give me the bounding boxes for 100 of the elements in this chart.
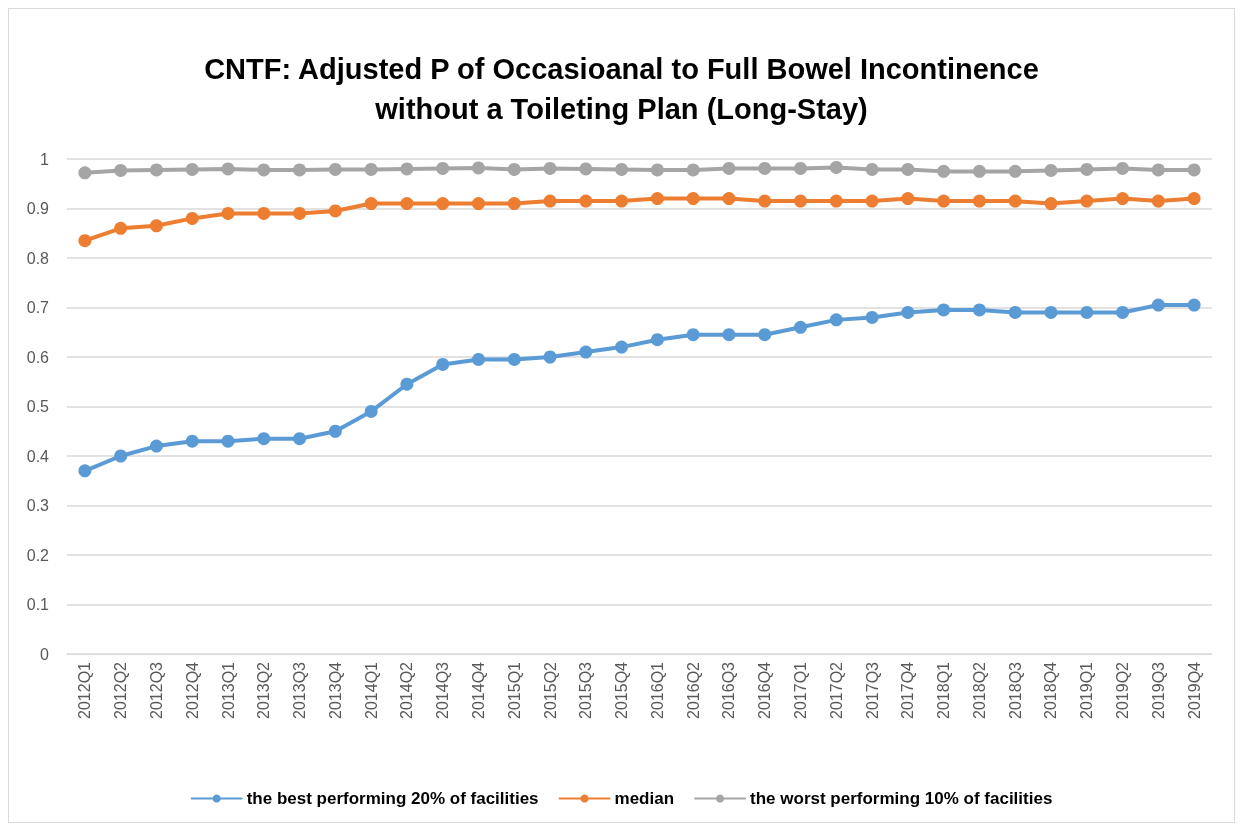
point	[364, 197, 378, 211]
x-tick-label: 2015Q1	[505, 661, 523, 719]
x-tick-label: 2016Q4	[756, 661, 774, 719]
point	[758, 161, 772, 175]
x-tick-label: 2012Q2	[112, 661, 130, 719]
point	[1008, 194, 1022, 208]
y-tick-label: 0.2	[26, 546, 50, 564]
x-tick-label: 2015Q2	[541, 661, 559, 719]
point	[436, 357, 450, 371]
x-tick-label: 2018Q3	[1006, 661, 1024, 719]
x-tick-label: 2016Q3	[720, 661, 738, 719]
y-tick-label: 0.6	[26, 348, 50, 366]
point	[436, 161, 450, 175]
x-tick-label: 2012Q3	[147, 661, 165, 719]
point	[901, 162, 915, 176]
x-tick-label: 2018Q2	[970, 661, 988, 719]
x-tick-label: 2012Q4	[183, 661, 201, 719]
point	[293, 206, 307, 220]
x-tick-label: 2016Q2	[684, 661, 702, 719]
point	[1187, 192, 1201, 206]
point	[1044, 305, 1058, 319]
point	[1080, 162, 1094, 176]
point	[472, 352, 485, 366]
point	[758, 328, 772, 342]
point	[1008, 305, 1022, 319]
point	[686, 328, 700, 342]
x-tick-label: 2017Q3	[863, 661, 881, 719]
x-tick-label: 2017Q4	[899, 661, 917, 719]
point	[650, 333, 664, 347]
point	[972, 303, 986, 317]
x-tick-label: 2016Q1	[648, 661, 666, 719]
chart-title: CNTF: Adjusted P of Occasioanal to Full Bowel Incontinence without a Toileting Plan (Long-Stay)	[204, 53, 1039, 125]
x-tick-label: 2013Q3	[291, 661, 309, 719]
point	[328, 162, 342, 176]
x-tick-label: 2013Q1	[219, 661, 237, 719]
point	[507, 197, 521, 211]
point	[293, 163, 307, 177]
x-tick-label: 2014Q1	[362, 661, 380, 719]
point	[400, 162, 414, 176]
point	[1044, 163, 1058, 177]
x-tick-label: 2019Q2	[1114, 661, 1132, 719]
point	[293, 432, 307, 446]
x-tick-label: 2019Q4	[1185, 661, 1203, 719]
point	[615, 194, 629, 208]
point	[650, 192, 664, 206]
y-tick-label: 0.5	[26, 398, 50, 415]
point	[221, 434, 235, 448]
point	[937, 303, 951, 317]
point	[436, 197, 450, 211]
x-tick-label: 2012Q1	[76, 661, 94, 719]
point	[686, 163, 700, 177]
point	[1008, 164, 1022, 178]
point	[185, 211, 199, 225]
legend-label: median	[614, 789, 675, 808]
point	[78, 234, 92, 248]
point	[937, 164, 951, 178]
point	[615, 340, 629, 354]
x-tick-label: 2013Q2	[255, 661, 273, 719]
point	[829, 313, 843, 327]
point	[257, 432, 271, 446]
y-tick-label: 0.3	[26, 497, 50, 514]
point	[78, 166, 92, 180]
y-tick-label: 0.7	[26, 299, 50, 316]
point	[1080, 305, 1094, 319]
y-tick-label: 0	[40, 645, 50, 663]
point	[257, 163, 271, 177]
point	[794, 320, 808, 334]
legend-label: the best performing 20% of facilities	[246, 789, 539, 808]
x-tick-label: 2017Q1	[792, 661, 810, 719]
point	[364, 404, 378, 418]
point	[686, 192, 700, 206]
point	[400, 197, 414, 211]
point	[507, 162, 521, 176]
point	[328, 204, 342, 218]
x-tick-label: 2014Q4	[469, 661, 487, 719]
x-tick-label: 2014Q2	[398, 661, 416, 719]
point	[865, 194, 879, 208]
point	[221, 206, 235, 220]
point	[579, 345, 593, 359]
x-tick-label: 2017Q2	[827, 661, 845, 719]
point	[579, 162, 593, 176]
point	[972, 194, 986, 208]
y-tick-label: 0.8	[26, 249, 50, 267]
point	[1151, 194, 1165, 208]
point	[1151, 163, 1165, 177]
y-tick-label: 0.9	[26, 200, 50, 217]
point	[1080, 194, 1094, 208]
point	[901, 305, 915, 319]
point	[507, 352, 521, 366]
point	[615, 162, 629, 176]
point	[1116, 192, 1130, 206]
x-tick-label: 2019Q1	[1078, 661, 1096, 719]
point	[1044, 197, 1058, 211]
x-tick-label: 2019Q3	[1149, 661, 1167, 719]
x-tick-label: 2018Q4	[1042, 661, 1060, 719]
point	[722, 328, 736, 342]
point	[722, 161, 736, 175]
point	[829, 194, 843, 208]
point	[758, 194, 772, 208]
x-tick-label: 2013Q4	[326, 661, 344, 719]
